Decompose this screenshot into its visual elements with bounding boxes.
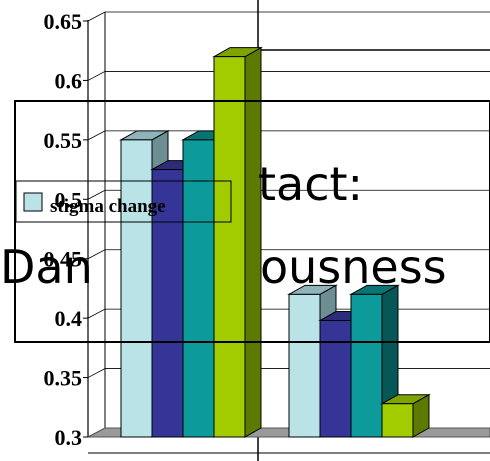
y-tick-label: 0.5	[55, 187, 83, 212]
legend-swatch	[23, 192, 43, 212]
title-box	[14, 100, 490, 343]
bar	[212, 46, 263, 438]
gridline	[87, 249, 490, 260]
legend: stigma change	[15, 180, 232, 223]
bar-front	[213, 56, 246, 438]
bar-front	[381, 403, 414, 438]
bar-front	[151, 169, 184, 438]
bar-front	[288, 293, 321, 438]
bar-front	[319, 320, 352, 438]
bar-front	[120, 139, 153, 438]
bar-side	[244, 46, 262, 438]
bar	[380, 393, 431, 438]
y-tick-label: 0.35	[44, 366, 83, 391]
gridline	[87, 130, 490, 141]
y-tick-labels: 0.3 0.35 0.4 0.45 0.5 0.55 0.6 0.65	[44, 9, 83, 450]
y-tick-label: 0.45	[44, 247, 83, 272]
chart-title: tact: Dan ousness	[0, 100, 490, 343]
legend-label: stigma change	[50, 196, 166, 217]
gridline	[87, 11, 490, 22]
y-axis	[83, 20, 89, 438]
gridline	[87, 189, 490, 200]
bar-front	[182, 139, 215, 438]
y-tick-label: 0.55	[44, 128, 83, 153]
y-tick-label: 0.3	[55, 425, 83, 450]
y-tick-label: 0.4	[55, 306, 83, 331]
y-tick-label: 0.6	[55, 68, 83, 93]
gridline	[87, 71, 490, 81]
bar-front	[350, 293, 383, 438]
title-line-2: Dan	[0, 240, 93, 294]
legend-box	[15, 180, 232, 223]
title-line-1: tact:	[258, 157, 363, 211]
title-line-3: ousness	[260, 240, 447, 294]
y-tick-label: 0.65	[44, 9, 83, 34]
